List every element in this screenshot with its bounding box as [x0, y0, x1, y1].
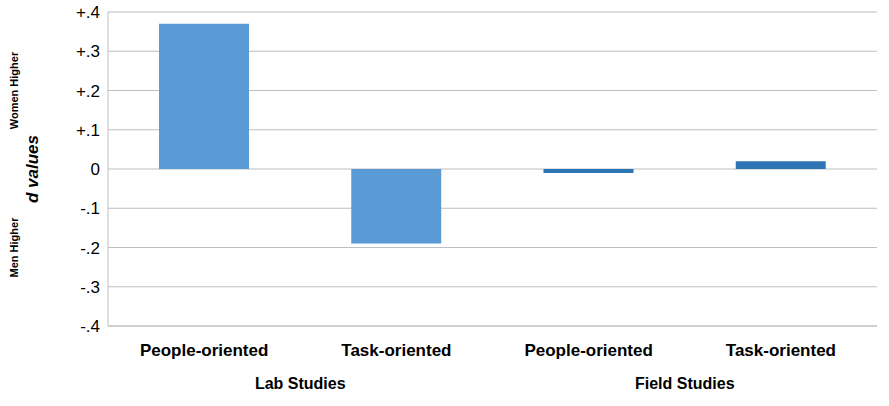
svg-text:-.2: -.2: [80, 239, 100, 258]
svg-text:-.1: -.1: [80, 199, 100, 218]
svg-text:+.1: +.1: [76, 121, 100, 140]
svg-text:People-oriented: People-oriented: [524, 341, 652, 360]
svg-text:Task-oriented: Task-oriented: [726, 341, 836, 360]
svg-text:Field Studies: Field Studies: [635, 375, 735, 392]
svg-text:-.4: -.4: [80, 317, 100, 336]
svg-text:+.3: +.3: [76, 42, 100, 61]
svg-text:-.3: -.3: [80, 278, 100, 297]
svg-text:Task-oriented: Task-oriented: [341, 341, 451, 360]
svg-text:People-oriented: People-oriented: [140, 341, 268, 360]
svg-text:Women Higher: Women Higher: [8, 51, 20, 129]
svg-text:0: 0: [91, 160, 100, 179]
svg-text:Lab Studies: Lab Studies: [255, 375, 346, 392]
svg-text:Men Higher: Men Higher: [8, 217, 20, 278]
svg-text:+.2: +.2: [76, 82, 100, 101]
svg-text:+.4: +.4: [76, 3, 100, 22]
svg-text:d values: d values: [23, 135, 42, 203]
